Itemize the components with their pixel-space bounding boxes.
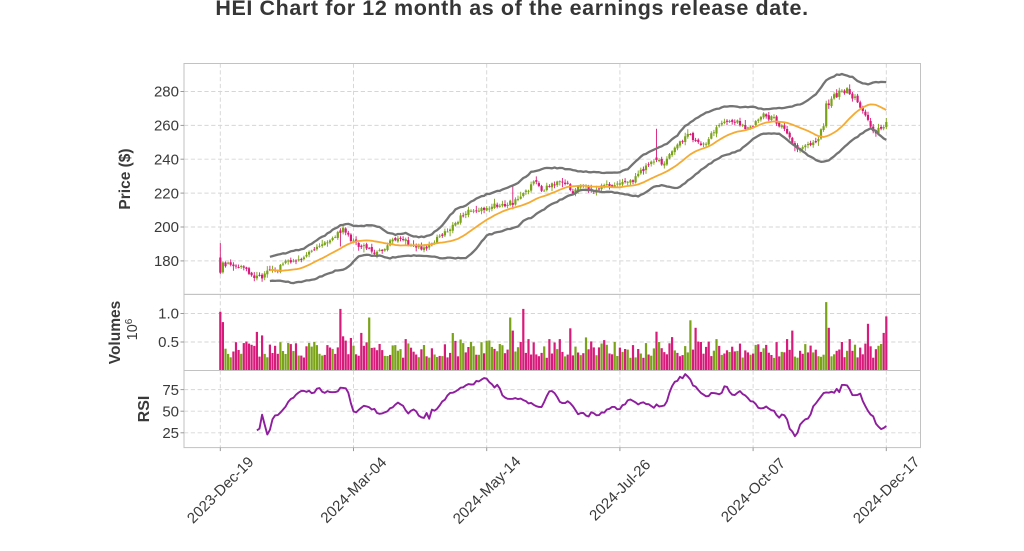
svg-text:RSI: RSI bbox=[136, 396, 153, 423]
svg-text:240: 240 bbox=[154, 151, 179, 168]
svg-text:1.0: 1.0 bbox=[158, 306, 179, 323]
svg-text:Price ($): Price ($) bbox=[117, 148, 134, 209]
svg-text:200: 200 bbox=[154, 219, 179, 236]
svg-text:25: 25 bbox=[162, 425, 179, 442]
svg-text:0.5: 0.5 bbox=[158, 334, 179, 351]
svg-text:75: 75 bbox=[162, 382, 179, 399]
svg-text:HEI Chart for 12 month as of t: HEI Chart for 12 month as of the earning… bbox=[215, 0, 808, 20]
svg-text:50: 50 bbox=[162, 403, 179, 420]
svg-text:180: 180 bbox=[154, 253, 179, 270]
svg-text:220: 220 bbox=[154, 185, 179, 202]
svg-text:Volumes: Volumes bbox=[107, 301, 124, 364]
svg-text:280: 280 bbox=[154, 84, 179, 101]
svg-text:260: 260 bbox=[154, 118, 179, 135]
